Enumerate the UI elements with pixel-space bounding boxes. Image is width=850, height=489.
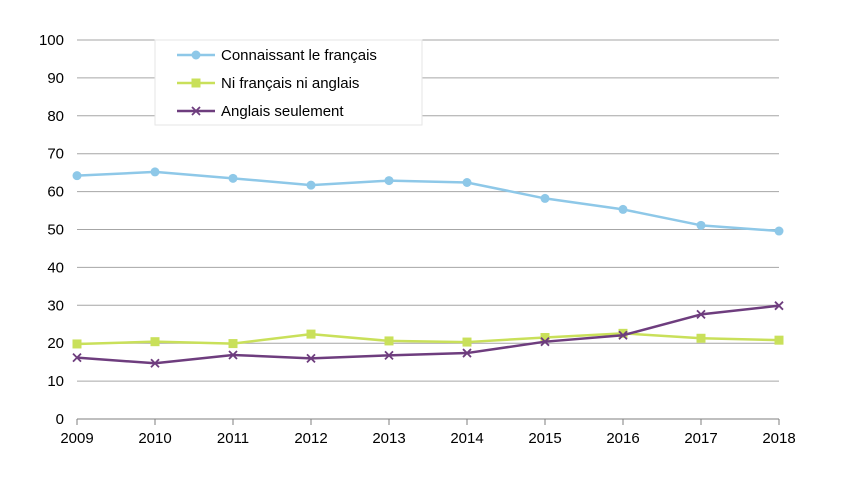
data-point bbox=[618, 330, 628, 340]
series-0 bbox=[72, 167, 784, 236]
y-tick-label: 30 bbox=[47, 297, 64, 314]
series-line bbox=[76, 304, 780, 365]
data-point bbox=[462, 178, 472, 188]
data-point bbox=[150, 167, 160, 177]
x-tick-label: 2018 bbox=[762, 430, 795, 447]
legend-label: Connaissant le français bbox=[221, 47, 377, 64]
data-point bbox=[150, 358, 160, 368]
y-tick-label: 80 bbox=[47, 108, 64, 125]
data-point bbox=[228, 339, 238, 349]
legend-label: Anglais seulement bbox=[221, 103, 344, 120]
data-point bbox=[72, 339, 82, 349]
y-tick-label: 60 bbox=[47, 184, 64, 201]
data-point bbox=[462, 348, 472, 358]
data-point bbox=[774, 301, 784, 311]
data-point bbox=[228, 173, 238, 183]
data-point bbox=[618, 204, 628, 214]
data-point bbox=[462, 337, 472, 347]
data-point bbox=[696, 309, 706, 320]
data-point bbox=[774, 335, 784, 345]
x-tick-label: 2010 bbox=[138, 430, 171, 447]
data-point bbox=[306, 329, 316, 339]
x-tick-label: 2015 bbox=[528, 430, 561, 447]
data-point bbox=[150, 337, 160, 347]
data-point bbox=[540, 193, 550, 203]
y-tick-label: 100 bbox=[39, 32, 64, 49]
y-tick-label: 10 bbox=[47, 373, 64, 390]
x-tick-label: 2012 bbox=[294, 430, 327, 447]
series-line bbox=[76, 170, 780, 233]
x-tick-label: 2017 bbox=[684, 430, 717, 447]
y-tick-label: 40 bbox=[47, 259, 64, 276]
data-point bbox=[306, 180, 316, 190]
data-point bbox=[384, 350, 394, 360]
data-point bbox=[618, 328, 628, 338]
x-tick-label: 2016 bbox=[606, 430, 639, 447]
legend-item: Anglais seulement bbox=[177, 103, 344, 120]
legend-item: Ni français ni anglais bbox=[177, 75, 359, 92]
data-point bbox=[540, 333, 550, 343]
series-group bbox=[72, 167, 784, 368]
data-point bbox=[774, 226, 784, 236]
legend: Connaissant le français Ni français ni an… bbox=[154, 39, 423, 126]
x-tick-label: 2014 bbox=[450, 430, 483, 447]
x-tick-label: 2011 bbox=[217, 430, 249, 447]
series-1 bbox=[72, 328, 784, 349]
data-point bbox=[72, 171, 82, 181]
x-axis-ticks: 2009 2010 2011 2012 2013 2014 2015 2016 2017 2018 bbox=[60, 419, 796, 447]
data-point bbox=[384, 336, 394, 346]
y-tick-label: 0 bbox=[56, 411, 64, 428]
x-tick-label: 2013 bbox=[372, 430, 405, 447]
legend-item: Connaissant le français bbox=[177, 47, 377, 64]
y-tick-label: 70 bbox=[47, 146, 64, 163]
legend-swatch-marker bbox=[191, 50, 201, 60]
series-2 bbox=[72, 301, 784, 368]
legend-swatch-marker bbox=[191, 78, 201, 88]
data-point bbox=[696, 333, 706, 343]
data-point bbox=[228, 350, 238, 360]
data-point bbox=[72, 352, 82, 363]
data-point bbox=[696, 220, 706, 230]
y-tick-label: 20 bbox=[47, 335, 64, 352]
data-point bbox=[384, 176, 394, 186]
y-tick-label: 90 bbox=[47, 70, 64, 87]
y-tick-label: 50 bbox=[47, 222, 64, 239]
x-tick-label: 2009 bbox=[60, 430, 93, 447]
legend-swatch-marker bbox=[191, 106, 201, 116]
y-axis-ticks: 0 10 20 30 40 50 60 70 80 90 100 bbox=[39, 32, 64, 428]
data-point bbox=[306, 353, 316, 363]
legend-label: Ni français ni anglais bbox=[221, 75, 359, 92]
series-line bbox=[76, 332, 780, 346]
data-point bbox=[540, 337, 550, 347]
